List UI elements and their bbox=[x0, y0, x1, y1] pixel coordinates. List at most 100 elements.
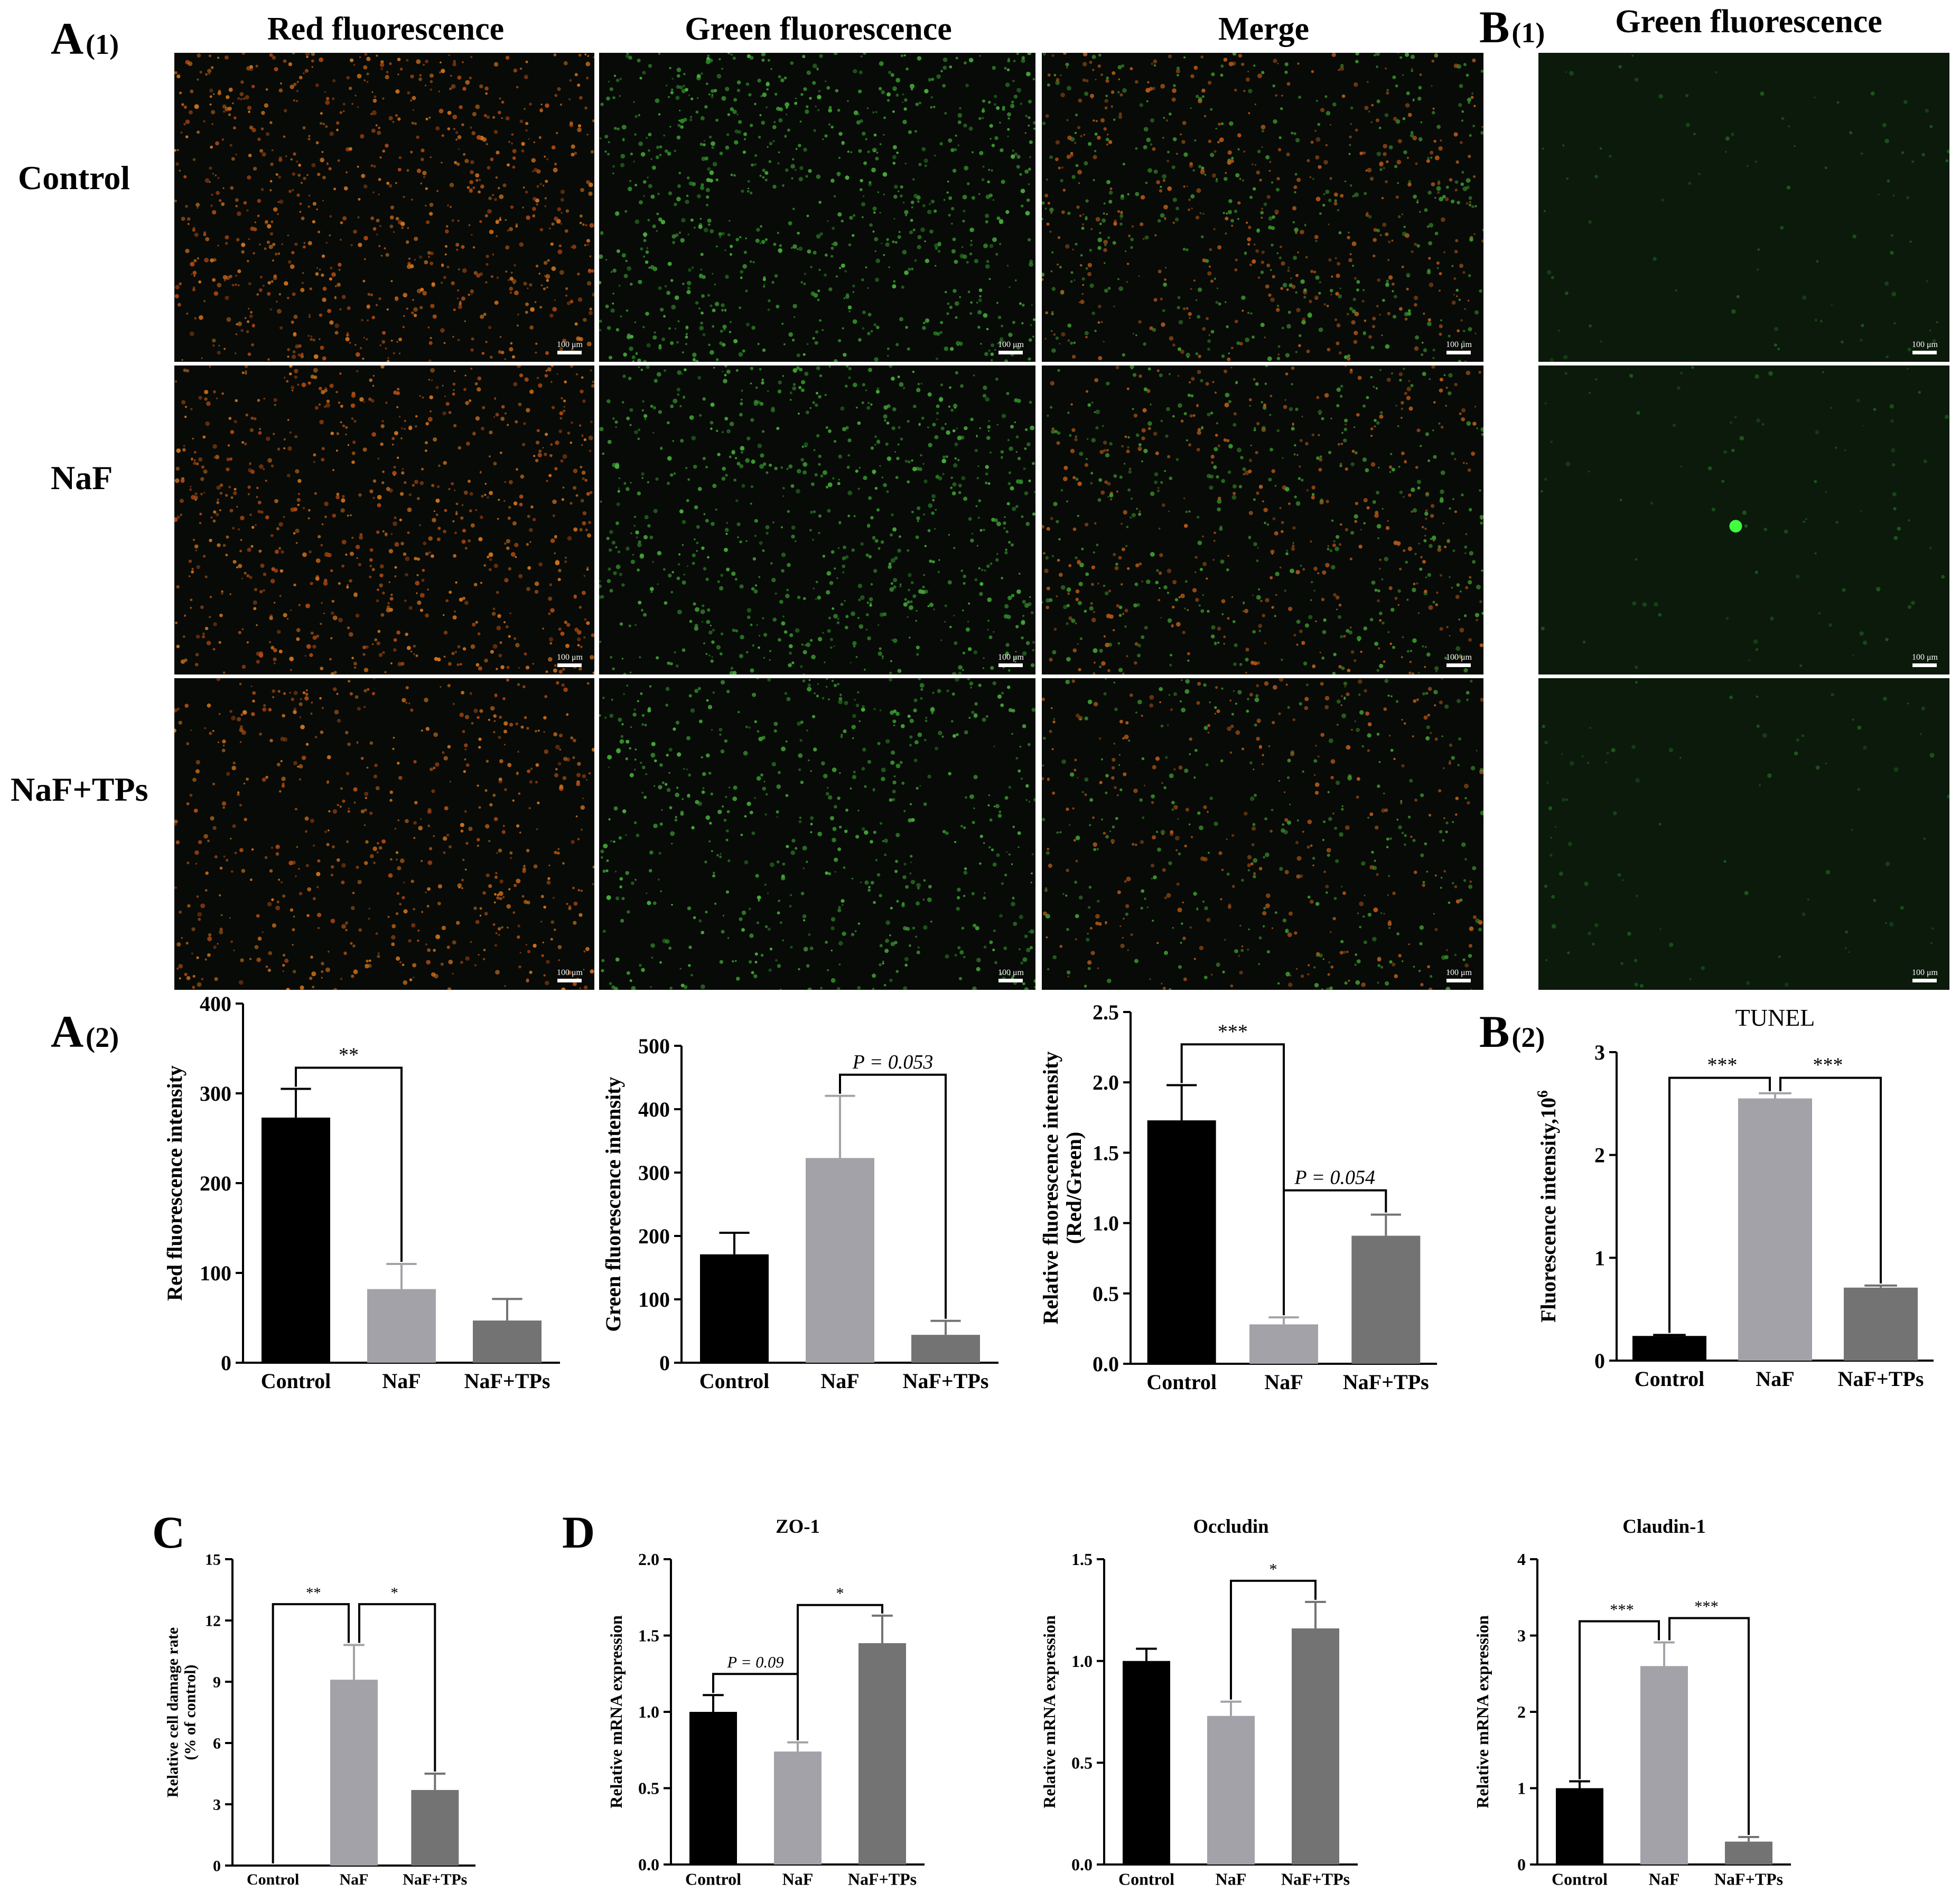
y-axis-label: Fluorescence intensity,106 bbox=[1535, 1090, 1561, 1323]
scale-bar: 100 μm bbox=[1446, 653, 1472, 667]
chart-title: ZO-1 bbox=[776, 1515, 820, 1537]
y-tick-label: 300 bbox=[638, 1161, 670, 1185]
scale-bar: 100 μm bbox=[557, 653, 583, 667]
y-tick-label: 1 bbox=[1517, 1779, 1526, 1798]
y-tick-label: 0 bbox=[1517, 1855, 1526, 1874]
y-tick-label: 0.0 bbox=[1093, 1352, 1119, 1376]
panel-label-a2: A (2) bbox=[51, 1009, 119, 1054]
scale-bar-line bbox=[998, 663, 1023, 667]
scale-bar: 100 μm bbox=[998, 340, 1024, 354]
micrograph-green-naf: 100 μm bbox=[599, 366, 1035, 674]
scale-bar-label: 100 μm bbox=[997, 653, 1024, 662]
x-tick-label: Control bbox=[699, 1369, 770, 1393]
y-axis-label-2: (Red/Green) bbox=[1062, 1132, 1086, 1244]
x-tick-label: Control bbox=[1635, 1367, 1705, 1391]
y-tick-label: 3 bbox=[1517, 1626, 1526, 1645]
y-tick-label: 12 bbox=[205, 1613, 221, 1630]
x-tick-label: NaF bbox=[1216, 1869, 1247, 1888]
bar-control bbox=[1123, 1661, 1170, 1864]
chart-c-damage: 0 3 6 9 12 15 Relative cell damage rate (% of c… bbox=[164, 1551, 475, 1888]
x-tick-label: NaF bbox=[1756, 1367, 1794, 1391]
row-label-naf: NaF bbox=[51, 459, 113, 496]
scale-bar: 100 μm bbox=[998, 653, 1024, 667]
scale-bar: 100 μm bbox=[1912, 653, 1938, 667]
scale-bar-line bbox=[1912, 663, 1937, 667]
significance-bracket bbox=[295, 1066, 403, 1262]
bar-naf-tps bbox=[858, 1643, 906, 1864]
chart-title: TUNEL bbox=[1735, 1004, 1815, 1031]
chart-a2-green: 0 100 200 300 400 500 Green fluorescence inten… bbox=[601, 1034, 998, 1393]
bar-control bbox=[262, 1117, 330, 1363]
chart-b2-tunel: 0 1 2 3 Fluorescence intensity,106 TUNEL Contr… bbox=[1535, 1004, 1934, 1391]
scale-bar: 100 μm bbox=[1446, 340, 1472, 354]
significance-label: *** bbox=[1707, 1054, 1738, 1076]
micrograph-green-naf-tps: 100 μm bbox=[599, 678, 1035, 990]
y-tick-label: 4 bbox=[1517, 1550, 1526, 1569]
x-tick-label: NaF+TPs bbox=[1281, 1869, 1350, 1888]
chart-d-claudin1: 0 1 2 3 4 Relative mRNA expression Claudin-1 Co… bbox=[1473, 1515, 1791, 1888]
bar-naf-tps bbox=[1725, 1841, 1772, 1864]
scale-bar-label: 100 μm bbox=[997, 968, 1024, 977]
y-axis-label-2: (% of control) bbox=[182, 1664, 199, 1760]
y-tick-label: 3 bbox=[213, 1796, 221, 1814]
y-tick-label: 1.0 bbox=[1071, 1652, 1093, 1671]
y-tick-label: 2 bbox=[1594, 1144, 1605, 1167]
scale-bar-line bbox=[557, 979, 582, 982]
y-tick-label: 300 bbox=[200, 1082, 231, 1105]
significance-label: ** bbox=[306, 1585, 321, 1601]
chart-title: Occludin bbox=[1193, 1515, 1268, 1537]
significance-bracket bbox=[839, 1073, 947, 1319]
bar-naf bbox=[1249, 1324, 1318, 1364]
significance-label: *** bbox=[1610, 1601, 1634, 1619]
column-header-merge: Merge bbox=[1218, 11, 1310, 47]
scale-bar-label: 100 μm bbox=[1911, 340, 1938, 349]
micrograph-red-naf-tps: 100 μm bbox=[174, 678, 594, 990]
scale-bar-label: 100 μm bbox=[556, 968, 583, 977]
y-tick-label: 2 bbox=[1517, 1702, 1526, 1721]
chart-d-zo1: 0.0 0.5 1.0 1.5 2.0 Relative mRNA expression Z… bbox=[606, 1515, 925, 1888]
scale-bar-line bbox=[1446, 979, 1471, 982]
scale-bar: 100 μm bbox=[1912, 968, 1938, 982]
panel-label-c: C bbox=[152, 1510, 185, 1555]
panel-letter: D bbox=[562, 1507, 595, 1558]
significance-bracket bbox=[1180, 1043, 1285, 1316]
bar-control bbox=[689, 1712, 737, 1864]
y-tick-label: 100 bbox=[200, 1261, 231, 1285]
scale-bar-label: 100 μm bbox=[1911, 968, 1938, 977]
y-tick-label: 6 bbox=[213, 1735, 221, 1753]
scale-bar-line bbox=[1446, 351, 1471, 354]
x-tick-label: Control bbox=[1118, 1869, 1174, 1888]
significance-bracket bbox=[797, 1604, 883, 1740]
y-tick-label: 0 bbox=[213, 1858, 221, 1875]
x-tick-label: NaF+TPs bbox=[1838, 1367, 1924, 1391]
y-tick-label: 200 bbox=[638, 1224, 670, 1248]
scale-bar: 100 μm bbox=[998, 968, 1024, 982]
micrograph-red-control: 100 μm bbox=[174, 53, 594, 362]
micrograph-red-naf: 100 μm bbox=[174, 366, 594, 674]
y-tick-label: 0.0 bbox=[638, 1855, 659, 1874]
y-tick-label: 1.0 bbox=[638, 1702, 659, 1721]
bar-naf bbox=[774, 1751, 822, 1864]
micrograph-merge-control: 100 μm bbox=[1042, 53, 1483, 362]
y-tick-label: 1.5 bbox=[638, 1626, 659, 1645]
y-tick-label: 400 bbox=[200, 992, 231, 1016]
significance-label: P = 0.053 bbox=[852, 1051, 934, 1073]
significance-label: ** bbox=[339, 1044, 359, 1066]
scale-bar-label: 100 μm bbox=[997, 340, 1024, 349]
panel-label-d: D bbox=[562, 1510, 595, 1555]
panel-letter: A bbox=[51, 13, 84, 64]
micrograph-tunel-naf: 100 μm bbox=[1538, 366, 1949, 674]
scale-bar: 100 μm bbox=[557, 340, 583, 354]
y-tick-label: 0.5 bbox=[638, 1779, 659, 1798]
x-tick-label: Control bbox=[1146, 1370, 1217, 1394]
x-tick-label: NaF+TPs bbox=[464, 1369, 550, 1393]
bar-naf bbox=[330, 1680, 378, 1866]
micrograph-green-control: 100 μm bbox=[599, 53, 1035, 362]
chart-a2-red: 0 100 200 300 400 Red fluorescence intensity C… bbox=[163, 992, 560, 1393]
y-tick-label: 9 bbox=[213, 1674, 221, 1691]
x-tick-label: Control bbox=[261, 1369, 331, 1393]
x-tick-label: Control bbox=[247, 1871, 299, 1888]
bar-control bbox=[1632, 1336, 1706, 1361]
significance-bracket bbox=[1283, 1189, 1387, 1316]
scale-bar-line bbox=[1912, 979, 1937, 982]
